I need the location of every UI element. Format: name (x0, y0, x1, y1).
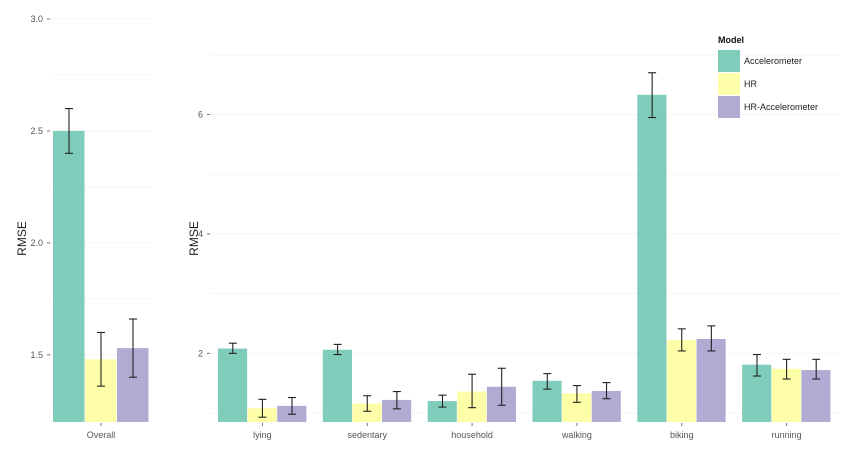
legend-swatch-hr-accelerometer (718, 96, 740, 118)
x-tick-label-overall: Overall (87, 430, 116, 440)
bar-biking-accelerometer (637, 94, 667, 422)
y-tick-label: 6 (198, 110, 203, 120)
y-axis-label: RMSE (15, 221, 29, 256)
bar-sedentary-accelerometer (322, 349, 352, 422)
legend-label-accelerometer: Accelerometer (744, 56, 802, 66)
y-tick-label: 4 (198, 229, 203, 239)
legend-swatch-hr (718, 73, 740, 95)
y-tick-label: 2.5 (30, 126, 43, 136)
x-tick-label-lying: lying (253, 430, 272, 440)
y-axis-label: RMSE (187, 221, 201, 256)
bar-overall-accelerometer (53, 130, 85, 422)
y-tick-label: 2.0 (30, 238, 43, 248)
legend-title: Model (718, 35, 744, 45)
legend-label-hr: HR (744, 79, 757, 89)
y-tick-label: 2 (198, 348, 203, 358)
x-tick-label-biking: biking (670, 430, 694, 440)
x-tick-label-household: household (451, 430, 493, 440)
legend-label-hr-accelerometer: HR-Accelerometer (744, 102, 818, 112)
bar-biking-hr (666, 340, 697, 422)
x-tick-label-walking: walking (561, 430, 592, 440)
activity-panel: 2 4 6 RMSE lying sedentary household walking bik… (187, 54, 839, 440)
overall-panel: 1.5 2.0 2.5 3.0 RMSE Overall (15, 14, 152, 440)
bar-household-accelerometer (427, 401, 457, 422)
bar-sedentary-hr-accelerometer (382, 399, 412, 422)
bar-biking-hr-accelerometer (696, 339, 726, 422)
x-tick-label-sedentary: sedentary (347, 430, 387, 440)
legend: Model Accelerometer HR HR-Accelerometer (718, 35, 818, 118)
bar-sedentary-hr (352, 403, 382, 422)
y-tick-label: 3.0 (30, 14, 43, 24)
legend-swatch-accelerometer (718, 50, 740, 72)
x-tick-label-running: running (772, 430, 802, 440)
y-tick-label: 1.5 (30, 350, 43, 360)
bar-lying-accelerometer (218, 348, 248, 422)
